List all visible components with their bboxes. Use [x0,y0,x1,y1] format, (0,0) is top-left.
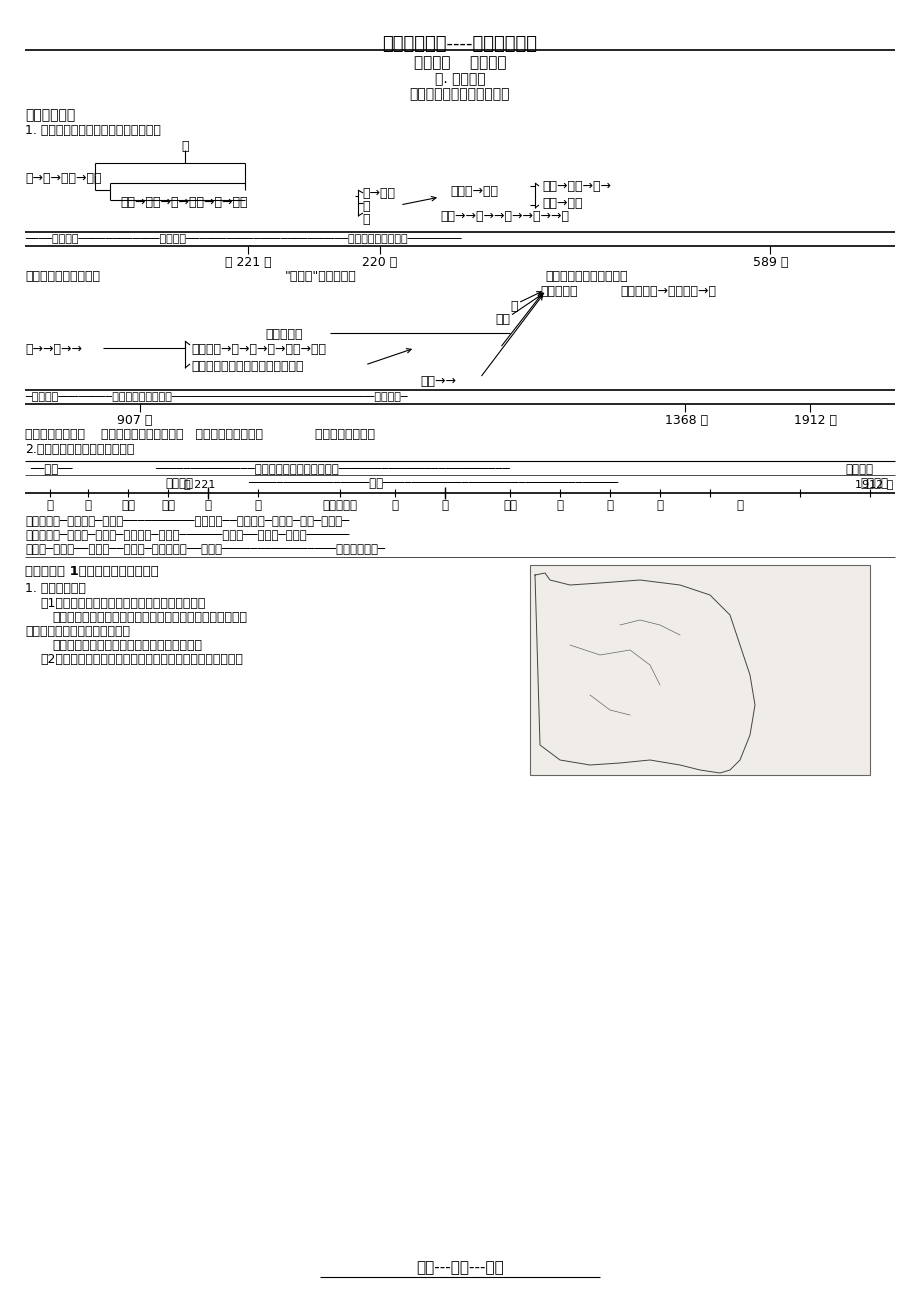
Text: "大一统"帝国的形成: "大一统"帝国的形成 [285,270,357,283]
Text: 589 年: 589 年 [752,256,788,270]
Text: 1. 西周分封制：: 1. 西周分封制： [25,582,85,595]
Text: 【思维导图】: 【思维导图】 [25,108,75,122]
Text: 夏: 夏 [47,499,53,512]
Text: 南宋→→: 南宋→→ [420,375,456,388]
Text: 汉: 汉 [255,499,261,512]
Text: ──────────────帝国（专制主义中央集权）────────────────────────: ──────────────帝国（专制主义中央集权）──────────────… [154,464,509,477]
Text: 夏→商→西周→东周: 夏→商→西周→东周 [25,172,101,185]
Text: 春秋→战国→秦→西汉→新→东汉: 春秋→战国→秦→西汉→新→东汉 [119,197,247,210]
Text: 前 221: 前 221 [184,479,215,490]
Text: 精选优质文档----倾情为你奉上: 精选优质文档----倾情为你奉上 [382,35,537,53]
Text: －－－－－→明－－－→清: －－－－－→明－－－→清 [619,285,715,298]
Text: 东晋→→宋→→齐→→梁→→陈: 东晋→→宋→→齐→→梁→→陈 [439,210,568,223]
Text: 1912 年: 1912 年 [854,479,892,490]
Text: 1368 年: 1368 年 [664,414,708,427]
Text: 五代: 五代 [503,499,516,512]
Bar [529,565,869,775]
Text: 专心---专注---专业: 专心---专注---专业 [415,1260,504,1275]
Text: 清: 清 [736,499,743,512]
Text: 特征：中华文明的奠基: 特征：中华文明的奠基 [25,270,100,283]
Text: 蜀: 蜀 [361,201,369,214]
Text: 商: 商 [85,499,91,512]
Text: 东周: 东周 [161,499,175,512]
Text: 907 年: 907 年 [117,414,153,427]
Text: 【考点透析 1】商周时期的政治制度: 【考点透析 1】商周时期的政治制度 [25,565,159,578]
Text: 隋: 隋 [391,499,398,512]
Text: 魏→西晋: 魏→西晋 [361,187,394,201]
Text: ────先秦时期────────────秦汉时期────────────────────────三国两晋南北朝时期────────: ────先秦时期────────────秦汉时期────────────────… [25,234,461,243]
Text: 元: 元 [606,499,613,512]
Text: 宋: 宋 [556,499,562,512]
Text: 前 221 年: 前 221 年 [225,256,271,270]
Text: 一. 古代中国: 一. 古代中国 [434,72,485,86]
Text: （2）分封制是怎么进行的？（例如谁来分封？分什么事物？: （2）分封制是怎么进行的？（例如谁来分封？分什么事物？ [40,654,243,667]
Text: 契丹（辽）: 契丹（辽） [265,328,302,341]
Text: （1）西周初年的分封制是在什么背景下进行的？: （1）西周初年的分封制是在什么背景下进行的？ [40,598,205,611]
Text: 选官：─世官制──军功制──察举制─九品中正制──科举制────────────────（八股取士）─: 选官：─世官制──军功制──察举制─九品中正制──科举制────────────… [25,543,385,556]
Text: ─────────────────发展─────────────────────────────────: ─────────────────发展─────────────────────… [248,477,618,490]
Text: 西夏: 西夏 [494,312,509,326]
Text: ─隋唐时期────────五代辽宋夏金元时期──────────────────────────────明清时期─: ─隋唐时期────────五代辽宋夏金元时期──────────────────… [25,392,407,402]
Text: 1912 年: 1912 年 [793,414,836,427]
Text: 十国－－－－－－－－－－－－－: 十国－－－－－－－－－－－－－ [191,359,303,372]
Text: 大（到整个黄河中下游等地区）: 大（到整个黄河中下游等地区） [25,625,130,638]
Text: 唐: 唐 [441,499,448,512]
Text: 地方：方国─分封制─郡县制─郡国并行─州郡县──────道州县──路州县─一行省──────: 地方：方国─分封制─郡县制─郡国并行─州郡县──────道州县──路州县─一行省… [25,529,349,542]
Text: 蒙古（元）: 蒙古（元） [539,285,577,298]
Text: 为了有效地统治征服的广大地区，拱卫王室。: 为了有效地统治征服的广大地区，拱卫王室。 [52,639,202,652]
Text: 220 年: 220 年 [361,256,397,270]
Text: 走向顶峰: 走向顶峰 [844,464,872,477]
Text: 国家大分裂与民族大融合: 国家大分裂与民族大融合 [544,270,627,283]
Text: 隋→→唐→→: 隋→→唐→→ [25,342,82,355]
Text: 秦: 秦 [204,499,211,512]
Text: 1. 古代王朝的更替和历史时期的划分：: 1. 古代王朝的更替和历史时期的划分： [25,124,161,137]
Text: 东魏→北齐: 东魏→北齐 [541,197,582,210]
Text: 萌生确立: 萌生确立 [165,477,193,490]
Text: （一）古代中国的政治制度: （一）古代中国的政治制度 [409,87,510,102]
Text: 西周: 西周 [121,499,135,512]
Text: 第一部分    古代世界: 第一部分 古代世界 [414,55,505,70]
Text: 金: 金 [509,299,517,312]
Text: 走向顶峰: 走向顶峰 [859,477,887,490]
Text: 五代（梁→唐→晋→汉→周）→北宋: 五代（梁→唐→晋→汉→周）→北宋 [191,342,325,355]
Text: 武王伐纣灭商、周公东征平叛，使周王朝的统治范围急剧扩: 武王伐纣灭商、周公东征平叛，使周王朝的统治范围急剧扩 [52,611,246,624]
Text: 统一、开放和繁荣    民族政权的并立到大统一   社会经济的继续繁荣             传统文明由盛转衰: 统一、开放和繁荣 民族政权的并立到大统一 社会经济的继续繁荣 传统文明由盛转衰 [25,428,375,441]
Text: 魏晋南北朝: 魏晋南北朝 [323,499,357,512]
Text: 十六国→北魏: 十六国→北魏 [449,185,497,198]
Text: 吴: 吴 [361,214,369,227]
Text: ──王国──: ──王国── [30,464,73,477]
Text: 明: 明 [656,499,663,512]
Text: 周: 周 [181,141,188,154]
Text: 中央机构：─三公九卿─内外朝──────────三省六部──二府三司─府六部─内阁─军机处─: 中央机构：─三公九卿─内外朝──────────三省六部──二府三司─府六部─内… [25,516,349,529]
Text: 2.古代中国政治制度的演进：＋: 2.古代中国政治制度的演进：＋ [25,443,134,456]
Text: 西魏→北周→隋→: 西魏→北周→隋→ [541,180,610,193]
